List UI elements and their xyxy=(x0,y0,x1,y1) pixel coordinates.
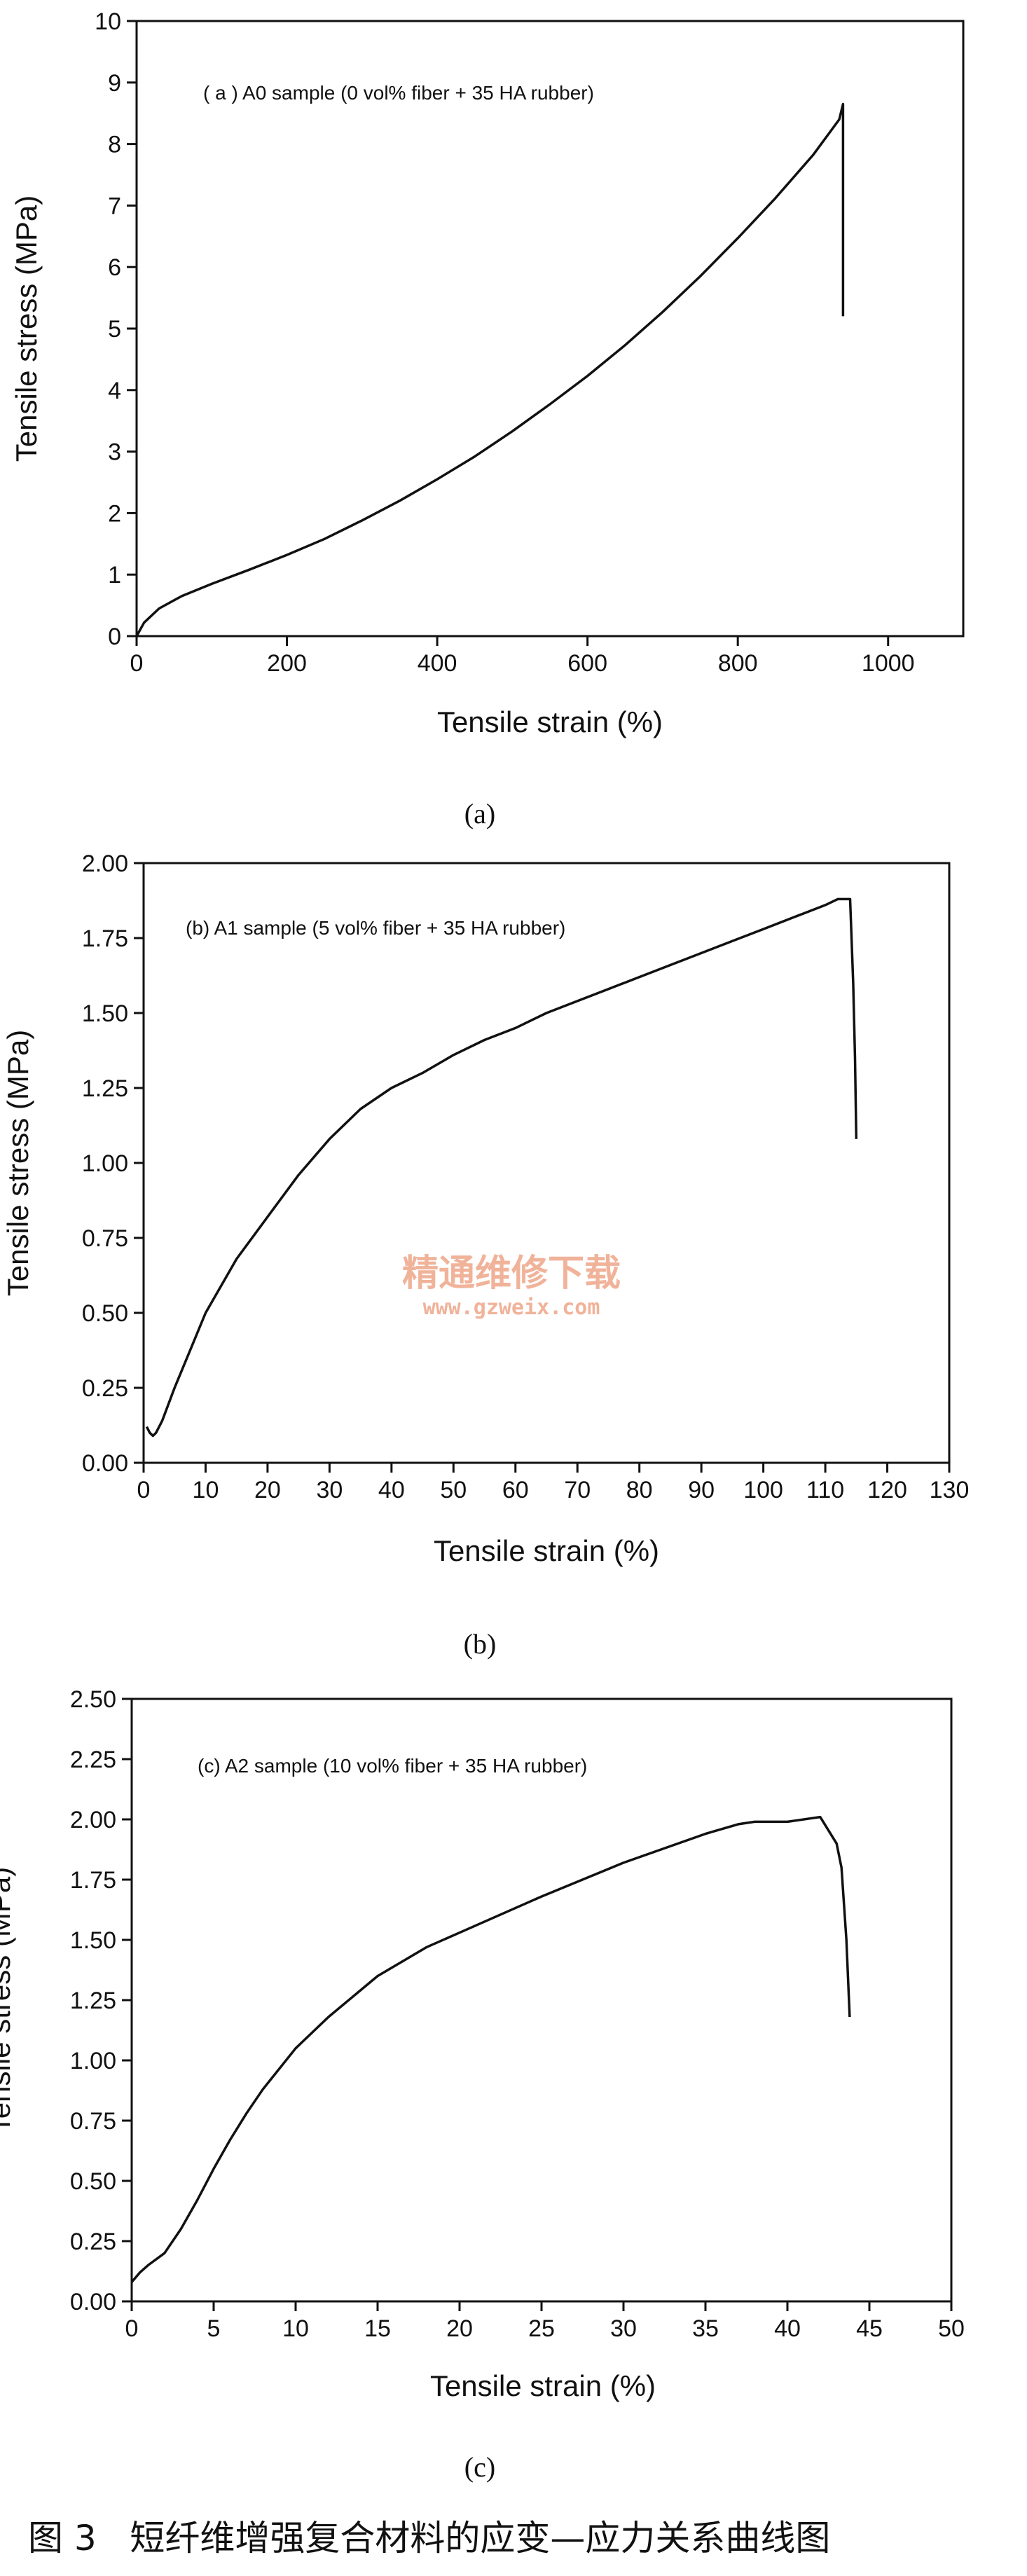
x-tick-label: 200 xyxy=(267,650,307,677)
y-tick-label: 0.75 xyxy=(82,1225,128,1252)
plot-frame xyxy=(135,20,965,638)
plot-frame xyxy=(130,1697,953,2303)
figure-caption: 图 3 短纤维增强复合材料的应变—应力关系曲线图 xyxy=(28,2518,830,2558)
x-axis-label: Tensile strain (%) xyxy=(437,705,663,738)
x-tick-label: 0 xyxy=(137,1477,151,1503)
y-ticks: 0.00 0.25 0.50 0.75 1.00 1.25 1.50 1.75 2.00 xyxy=(82,850,144,1477)
y-tick-label: 4 xyxy=(108,378,121,404)
y-tick-label: 0.00 xyxy=(70,2289,116,2315)
y-ticks: 0 1 2 3 4 5 6 7 8 9 10 xyxy=(95,8,137,650)
y-tick-label: 9 xyxy=(108,70,121,97)
x-tick-label: 20 xyxy=(254,1477,281,1503)
x-tick-label: 40 xyxy=(378,1477,405,1503)
plot-frame xyxy=(142,862,951,1464)
x-ticks: 0 5 10 15 20 25 30 35 40 45 50 xyxy=(125,2301,965,2342)
chart-panel-c: (c) A2 sample (10 vol% fiber + 35 HA rub… xyxy=(0,1686,965,2483)
x-ticks: 0 10 20 30 40 50 60 70 80 90 100 110 120 130 xyxy=(137,1463,970,1503)
y-tick-label: 5 xyxy=(108,316,121,343)
stress-strain-curve xyxy=(130,1815,851,2283)
y-tick-label: 2.25 xyxy=(70,1747,116,1773)
x-tick-label: 80 xyxy=(626,1477,653,1503)
y-tick-label: 1.00 xyxy=(82,1150,128,1177)
x-tick-label: 30 xyxy=(610,2315,637,2342)
watermark-text: 精通维修下载 xyxy=(402,1253,621,1295)
panel-sublabel: (c) xyxy=(464,2451,495,2483)
y-tick-label: 2.00 xyxy=(70,1807,116,1833)
x-tick-label: 60 xyxy=(502,1477,529,1503)
sample-annotation: (c) A2 sample (10 vol% fiber + 35 HA rub… xyxy=(198,1755,587,1777)
x-tick-label: 0 xyxy=(125,2315,139,2342)
x-tick-label: 30 xyxy=(316,1477,343,1503)
y-axis-label: Tensile stress (MPa) xyxy=(10,195,43,462)
stress-strain-curve xyxy=(145,897,858,1438)
x-tick-label: 0 xyxy=(130,650,144,677)
x-tick-label: 15 xyxy=(364,2315,391,2342)
x-tick-label: 600 xyxy=(567,650,607,677)
x-tick-label: 50 xyxy=(938,2315,965,2342)
y-tick-label: 8 xyxy=(108,132,121,158)
x-tick-label: 100 xyxy=(743,1477,783,1503)
y-tick-label: 0.00 xyxy=(82,1450,128,1477)
stress-strain-curve xyxy=(135,102,845,637)
y-tick-label: 10 xyxy=(95,8,121,35)
x-tick-label: 40 xyxy=(774,2315,801,2342)
x-tick-label: 5 xyxy=(207,2315,221,2342)
y-tick-label: 0.50 xyxy=(82,1300,128,1327)
panel-sublabel: (b) xyxy=(464,1628,497,1660)
x-tick-label: 50 xyxy=(440,1477,467,1503)
chart-panel-a: ( a ) A0 sample (0 vol% fiber + 35 HA ru… xyxy=(10,8,965,829)
x-tick-label: 400 xyxy=(418,650,457,677)
y-tick-label: 2 xyxy=(108,500,121,527)
panel-sublabel: (a) xyxy=(464,798,495,829)
y-tick-label: 1.25 xyxy=(70,1988,116,2014)
watermark-url: www.gzweix.com xyxy=(423,1295,600,1320)
x-tick-label: 120 xyxy=(867,1477,907,1503)
sample-annotation: ( a ) A0 sample (0 vol% fiber + 35 HA ru… xyxy=(203,82,594,104)
x-tick-label: 800 xyxy=(718,650,758,677)
y-tick-label: 0.50 xyxy=(70,2168,116,2195)
y-tick-label: 1.50 xyxy=(82,1000,128,1027)
y-tick-label: 1 xyxy=(108,562,121,588)
y-axis-label: Tensile stress (MPa) xyxy=(0,1867,16,2133)
y-tick-label: 1.25 xyxy=(82,1075,128,1102)
y-tick-label: 1.00 xyxy=(70,2048,116,2074)
y-tick-label: 3 xyxy=(108,439,121,466)
x-tick-label: 110 xyxy=(806,1477,844,1503)
x-tick-label: 90 xyxy=(688,1477,715,1503)
x-tick-label: 10 xyxy=(193,1477,219,1503)
x-tick-label: 45 xyxy=(856,2315,883,2342)
y-tick-label: 2.50 xyxy=(70,1686,116,1713)
y-tick-label: 0.75 xyxy=(70,2108,116,2135)
x-tick-label: 1000 xyxy=(862,650,915,677)
x-axis-label: Tensile strain (%) xyxy=(434,1534,659,1567)
x-tick-label: 70 xyxy=(564,1477,591,1503)
y-tick-label: 0.25 xyxy=(70,2229,116,2255)
x-tick-label: 35 xyxy=(692,2315,719,2342)
y-axis-label: Tensile stress (MPa) xyxy=(1,1030,34,1296)
y-tick-label: 0.25 xyxy=(82,1375,128,1402)
sample-annotation: (b) A1 sample (5 vol% fiber + 35 HA rubb… xyxy=(186,917,565,939)
y-tick-label: 1.50 xyxy=(70,1927,116,1954)
x-tick-label: 25 xyxy=(528,2315,555,2342)
y-tick-label: 7 xyxy=(108,193,121,219)
y-ticks: 0.00 0.25 0.50 0.75 1.00 1.25 1.50 1.75 2.00 2.25… xyxy=(70,1686,132,2315)
x-axis-label: Tensile strain (%) xyxy=(430,2369,656,2402)
y-tick-label: 1.75 xyxy=(70,1867,116,1894)
y-tick-label: 1.75 xyxy=(82,925,128,952)
y-tick-label: 6 xyxy=(108,254,121,281)
x-tick-label: 10 xyxy=(282,2315,309,2342)
x-ticks: 0 200 400 600 800 1000 xyxy=(130,636,915,677)
chart-panel-b: (b) A1 sample (5 vol% fiber + 35 HA rubb… xyxy=(1,850,969,1660)
y-tick-label: 0 xyxy=(108,624,121,650)
x-tick-label: 130 xyxy=(930,1477,970,1503)
y-tick-label: 2.00 xyxy=(82,850,128,877)
x-tick-label: 20 xyxy=(446,2315,473,2342)
